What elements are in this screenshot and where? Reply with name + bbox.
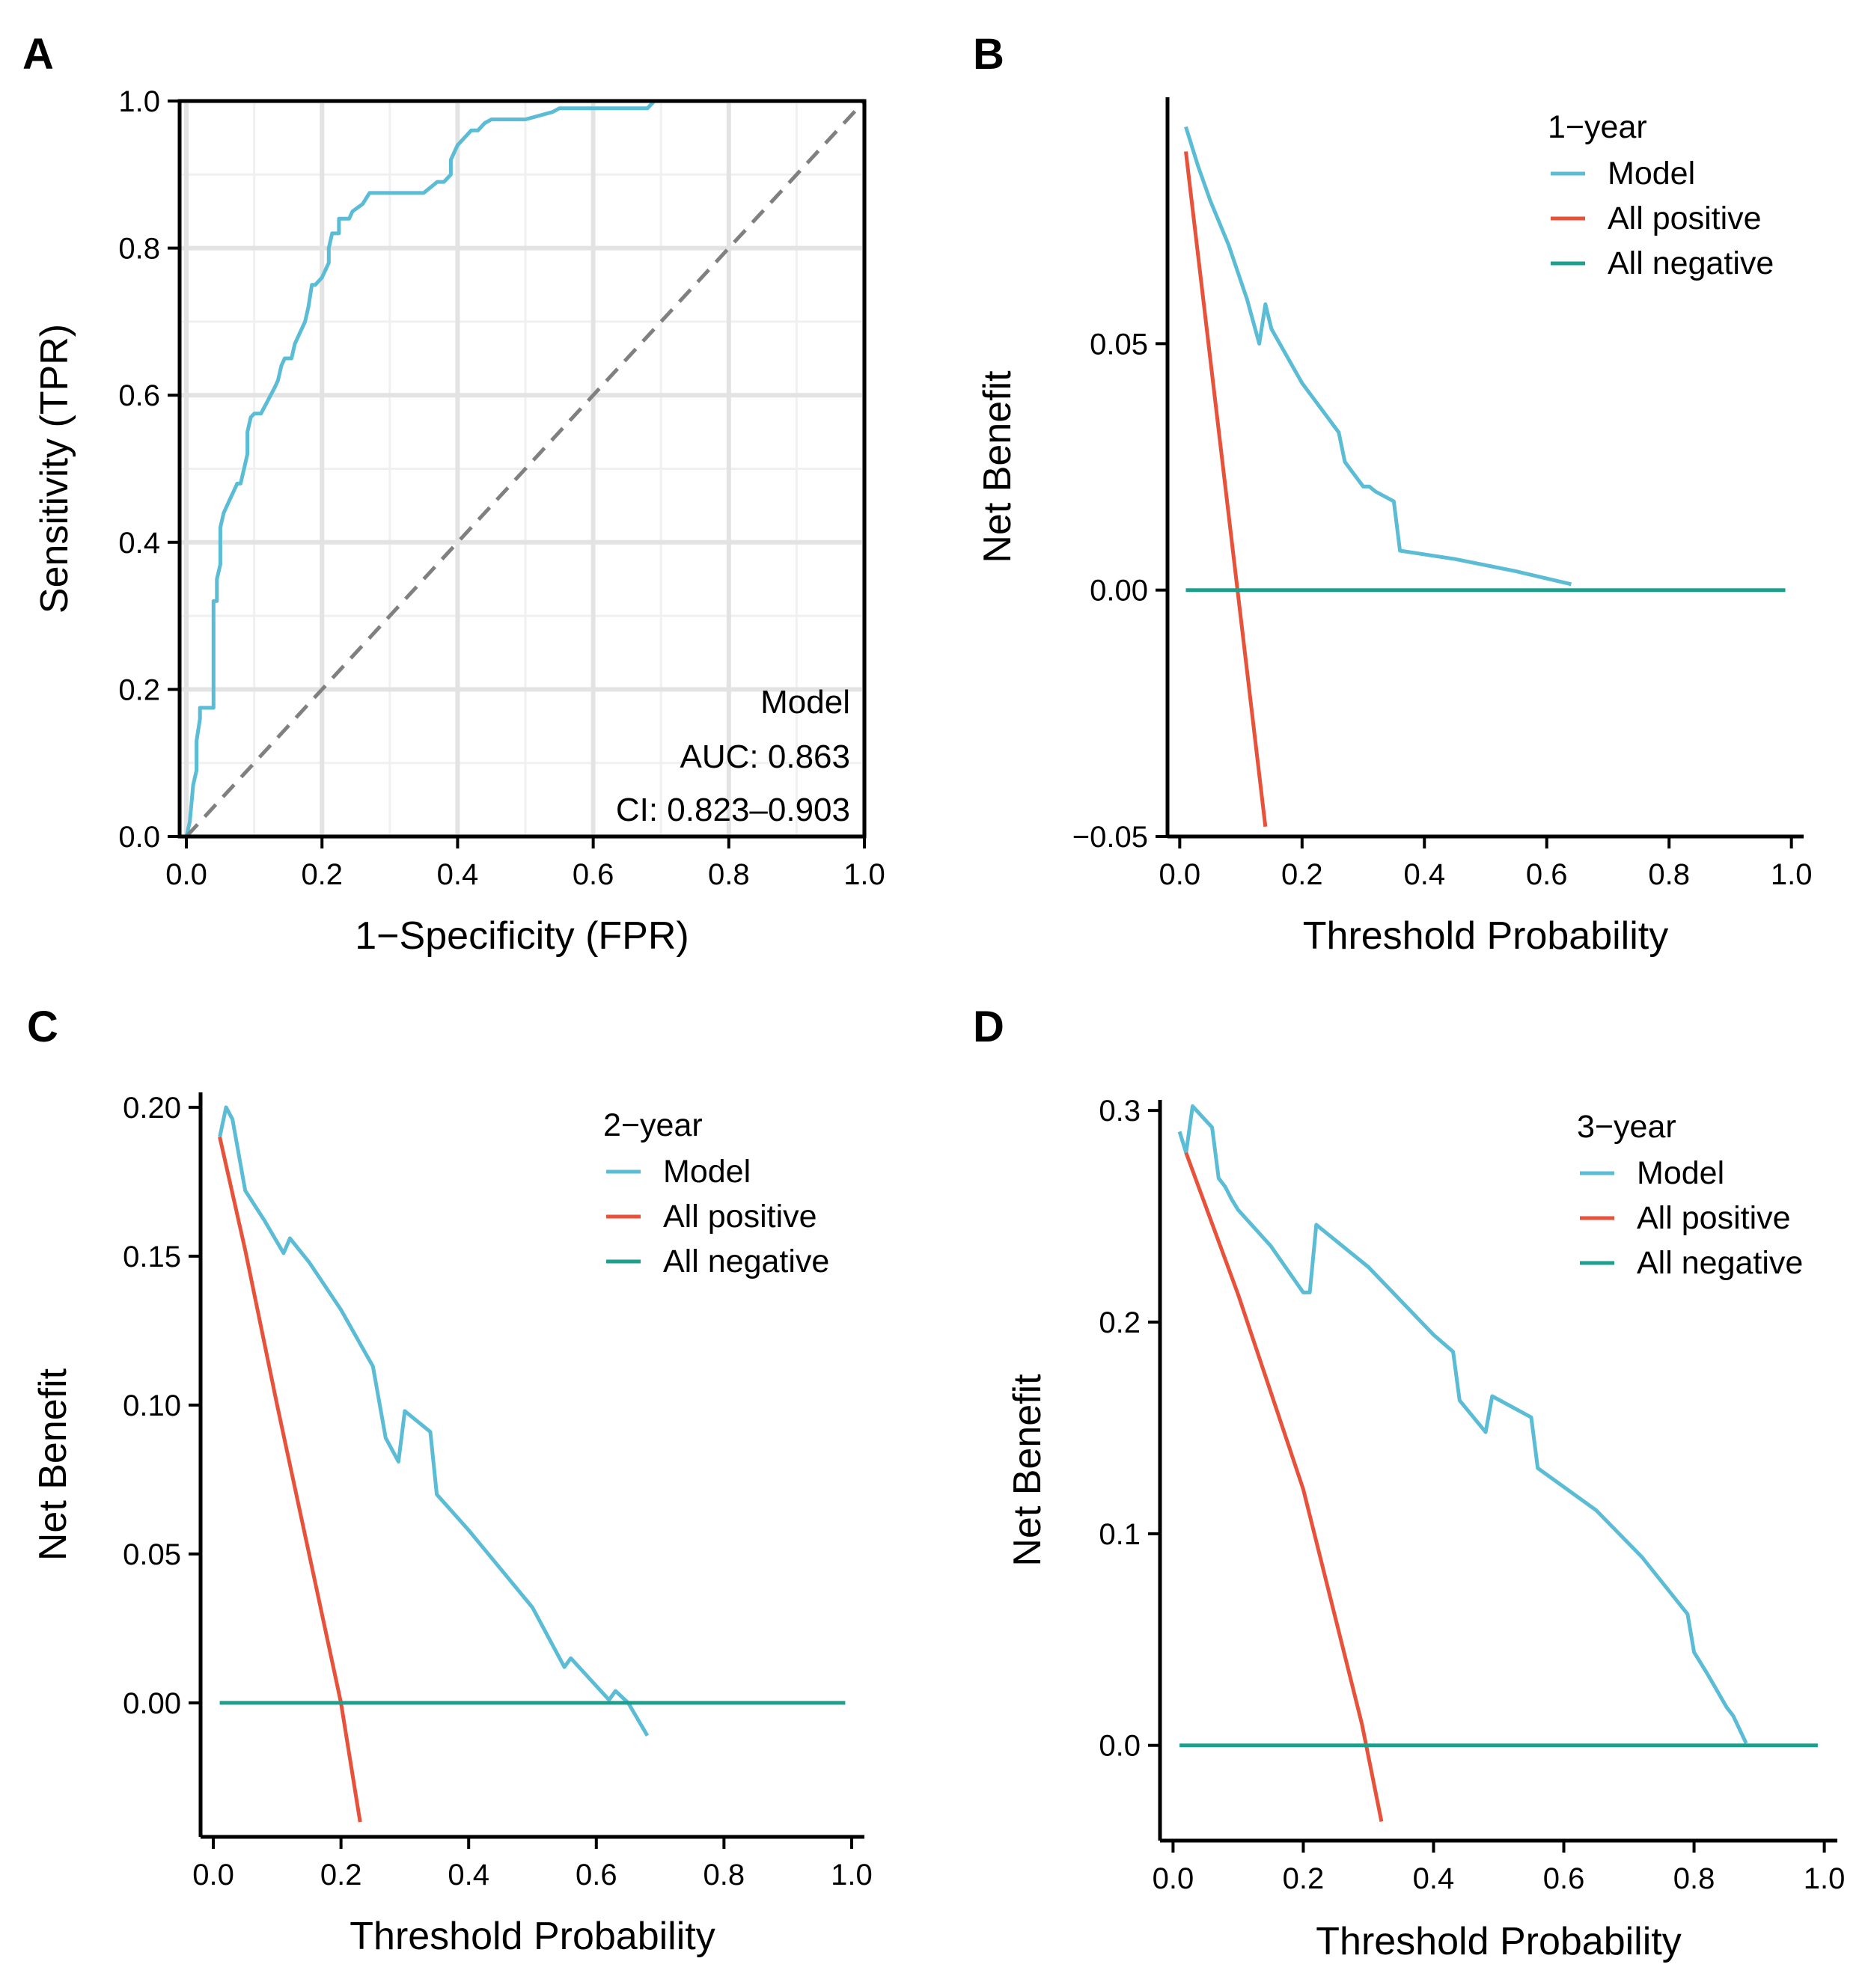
x-tick-label: 0.0 (1159, 858, 1201, 891)
legend-title: 2−year (603, 1107, 703, 1143)
legend-item-label: All negative (663, 1244, 829, 1279)
dca-2-year-series (218, 1105, 846, 1823)
x-tick-label: 0.8 (703, 1859, 745, 1891)
roc-annotation-title: Model (760, 684, 850, 721)
y-tick-label: 0.0 (1099, 1730, 1141, 1763)
x-tick-label: 0.2 (1281, 858, 1323, 891)
x-tick-label: 1.0 (1771, 858, 1813, 891)
roc-annotation-ci: CI: 0.823–0.903 (616, 792, 850, 828)
y-tick-label: 0.05 (123, 1538, 181, 1571)
dca-1-year-legend: 1−year Model All positive All negative (1548, 109, 1774, 281)
x-tick-label: 0.4 (437, 858, 479, 891)
x-tick-label: 0.6 (1526, 858, 1568, 891)
dca-1-year-series (1184, 126, 1786, 828)
dca-2-year-axes: 0.0 0.2 0.4 0.6 0.8 1.0 0.00 0.05 0.10 0.15 0.20 Th… (31, 1092, 873, 1958)
series-line-all-positive (1184, 151, 1268, 828)
y-tick-label: 0.10 (123, 1389, 181, 1422)
x-tick-label: 0.6 (573, 858, 614, 891)
panel-d-dca-3-year: D 0.0 0.2 0.4 0.6 0.8 1.0 0.0 0.1 0.2 0.3 Threshol… (973, 1003, 1845, 1963)
y-axis-title: Net Benefit (976, 370, 1019, 563)
y-tick-label: 0.2 (118, 673, 160, 706)
y-tick-label: 0.6 (118, 379, 160, 412)
y-tick-label: 0.15 (123, 1241, 181, 1273)
y-tick-label: 0.0 (118, 821, 160, 854)
x-tick-label: 0.8 (1673, 1862, 1715, 1895)
panel-letter-c: C (27, 1003, 58, 1051)
series-line-all-positive (1184, 1151, 1384, 1822)
series-line-all-positive (218, 1137, 362, 1823)
series-line-model (218, 1105, 650, 1737)
panel-letter-a: A (22, 30, 54, 79)
dca-2-year-legend: 2−year Model All positive All negative (603, 1107, 829, 1279)
panel-b-dca-1-year: B 0.0 0.2 0.4 0.6 0.8 1.0 −0.05 0.00 0.05 Thresho… (973, 30, 1812, 958)
x-tick-label: 0.6 (1543, 1862, 1585, 1895)
panel-c-dca-2-year: C 0.0 0.2 0.4 0.6 0.8 1.0 0.00 0.05 0.10 0.15 0.20… (27, 1003, 873, 1958)
dca-3-year-axes: 0.0 0.2 0.4 0.6 0.8 1.0 0.0 0.1 0.2 0.3 Threshold … (1006, 1095, 1845, 1963)
legend-item-label: Model (1637, 1155, 1724, 1191)
panel-letter-b: B (973, 30, 1004, 79)
dca-1-year-axes: 0.0 0.2 0.4 0.6 0.8 1.0 −0.05 0.00 0.05 Threshold… (976, 97, 1812, 958)
y-tick-label: 0.8 (118, 233, 160, 266)
x-tick-label: 0.0 (165, 858, 207, 891)
roc-grid (180, 99, 867, 839)
roc-axes: 0.0 0.2 0.4 0.6 0.8 1.0 0.0 0.2 0.4 0.6 0.8 1.0 1−Sp… (33, 85, 885, 958)
legend-item-label: All positive (663, 1199, 817, 1235)
roc-series (184, 99, 866, 838)
x-tick-label: 0.6 (576, 1859, 617, 1891)
series-line-model (1177, 1104, 1748, 1744)
y-axis-title: Net Benefit (1006, 1374, 1049, 1567)
roc-annotation-auc: AUC: 0.863 (680, 738, 850, 775)
x-tick-label: 0.4 (1413, 1862, 1455, 1895)
y-tick-label: 0.20 (123, 1092, 181, 1125)
y-tick-label: 0.2 (1099, 1306, 1141, 1339)
panel-letter-d: D (973, 1003, 1004, 1051)
legend-item-label: All negative (1637, 1245, 1803, 1281)
x-axis-title: Threshold Probability (1316, 1920, 1681, 1963)
x-tick-label: 0.8 (708, 858, 750, 891)
x-axis-title: Threshold Probability (1303, 914, 1668, 958)
legend-title: 3−year (1577, 1109, 1676, 1145)
y-tick-label: 0.00 (1090, 575, 1148, 608)
x-tick-label: 1.0 (843, 858, 885, 891)
y-tick-label: 0.1 (1099, 1518, 1141, 1551)
plot-border (177, 99, 867, 839)
legend-item-label: All positive (1637, 1200, 1791, 1236)
legend-item-label: Model (663, 1154, 751, 1190)
series-line-model (184, 99, 864, 837)
x-tick-label: 0.2 (301, 858, 343, 891)
x-tick-label: 0.4 (1403, 858, 1445, 891)
x-tick-label: 1.0 (831, 1859, 873, 1891)
x-axis-title: 1−Specificity (FPR) (355, 914, 689, 958)
x-tick-label: 0.0 (192, 1859, 234, 1891)
y-axis-title: Sensitivity (TPR) (33, 324, 76, 614)
y-tick-label: 0.05 (1090, 328, 1148, 361)
y-tick-label: 0.00 (123, 1687, 181, 1720)
x-tick-label: 1.0 (1804, 1862, 1846, 1895)
y-tick-label: 0.3 (1099, 1095, 1141, 1128)
x-tick-label: 0.0 (1153, 1862, 1194, 1895)
x-axis-title: Threshold Probability (350, 1915, 715, 1958)
y-tick-label: 0.4 (118, 527, 160, 560)
y-axis-title: Net Benefit (31, 1368, 75, 1561)
dca-3-year-legend: 3−year Model All positive All negative (1577, 1109, 1803, 1281)
panel-a-roc: A 0.0 0.2 0.4 0.6 0.8 1.0 0.0 0.2 0.4 0.6 0.8 1.0 1−… (22, 30, 885, 958)
y-tick-label: 1.0 (118, 85, 160, 118)
series-line-reference (185, 100, 866, 838)
legend-item-label: All positive (1608, 201, 1762, 236)
legend-item-label: All negative (1608, 245, 1774, 281)
dca-3-year-series (1177, 1104, 1818, 1822)
legend-title: 1−year (1548, 109, 1647, 145)
x-tick-label: 0.2 (1283, 1862, 1325, 1895)
x-tick-label: 0.8 (1648, 858, 1690, 891)
series-line-model (1184, 126, 1572, 587)
x-tick-label: 0.2 (320, 1859, 362, 1891)
legend-item-label: Model (1608, 156, 1695, 192)
y-tick-label: −0.05 (1072, 821, 1148, 854)
x-tick-label: 0.4 (448, 1859, 489, 1891)
